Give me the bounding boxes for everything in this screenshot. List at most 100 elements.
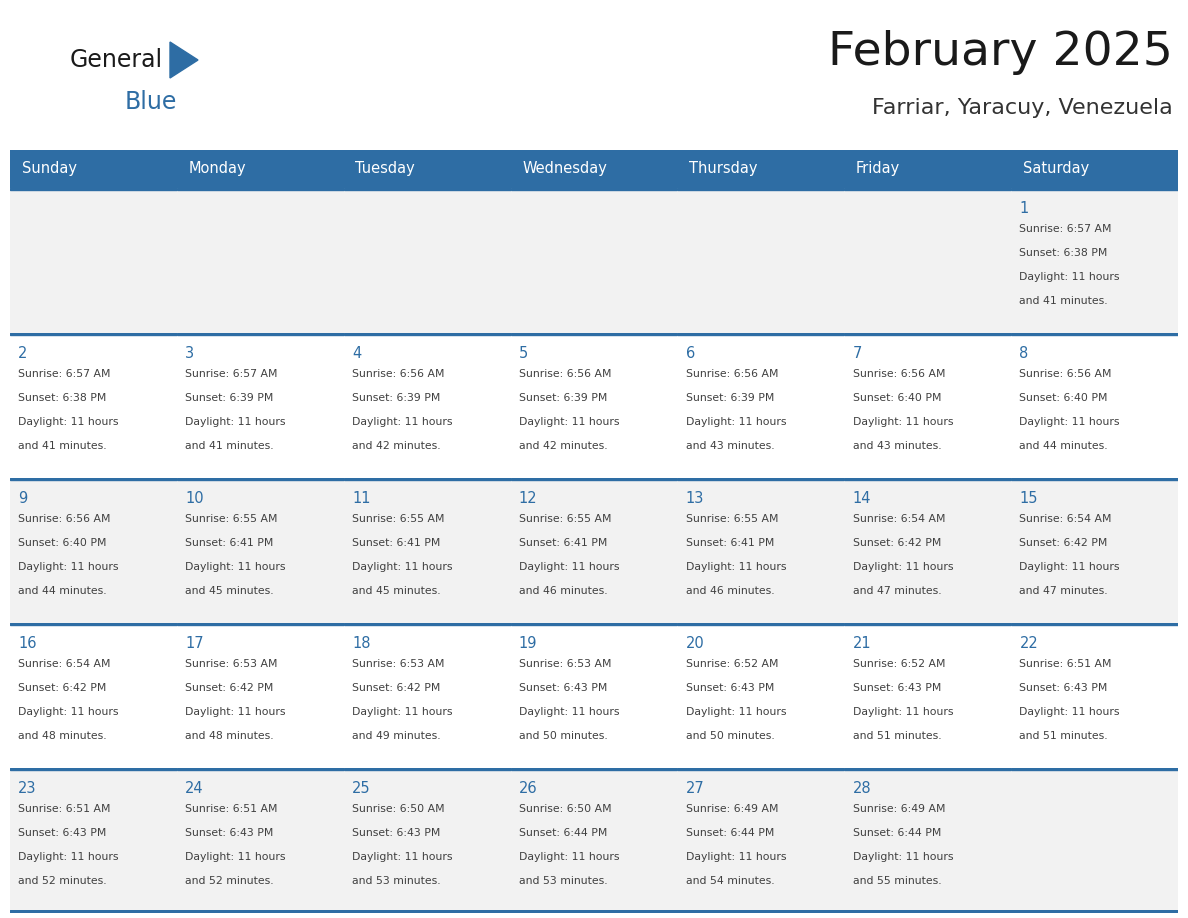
Text: 15: 15	[1019, 491, 1038, 506]
Text: 13: 13	[685, 491, 704, 506]
Text: 23: 23	[18, 781, 37, 796]
Text: Daylight: 11 hours: Daylight: 11 hours	[685, 852, 786, 862]
Text: Sunday: Sunday	[21, 162, 77, 176]
Text: 28: 28	[853, 781, 871, 796]
Text: Sunrise: 6:57 AM: Sunrise: 6:57 AM	[18, 369, 110, 379]
Text: 5: 5	[519, 346, 529, 361]
Text: and 55 minutes.: and 55 minutes.	[853, 876, 941, 886]
Text: and 52 minutes.: and 52 minutes.	[18, 876, 107, 886]
Bar	[343, 333, 511, 335]
Text: Sunrise: 6:55 AM: Sunrise: 6:55 AM	[519, 514, 612, 524]
Bar	[511, 478, 677, 480]
Text: Sunset: 6:42 PM: Sunset: 6:42 PM	[853, 538, 941, 548]
Text: Sunrise: 6:55 AM: Sunrise: 6:55 AM	[685, 514, 778, 524]
Text: and 47 minutes.: and 47 minutes.	[1019, 586, 1108, 596]
Text: Sunrise: 6:55 AM: Sunrise: 6:55 AM	[185, 514, 278, 524]
Text: and 54 minutes.: and 54 minutes.	[685, 876, 775, 886]
Text: Sunset: 6:42 PM: Sunset: 6:42 PM	[185, 683, 273, 693]
Text: Sunrise: 6:56 AM: Sunrise: 6:56 AM	[1019, 369, 1112, 379]
Bar	[677, 188, 845, 190]
Text: Sunrise: 6:56 AM: Sunrise: 6:56 AM	[685, 369, 778, 379]
Text: and 43 minutes.: and 43 minutes.	[853, 441, 941, 451]
Bar	[10, 623, 177, 625]
Text: Sunset: 6:39 PM: Sunset: 6:39 PM	[352, 393, 441, 403]
Text: Daylight: 11 hours: Daylight: 11 hours	[352, 562, 453, 572]
Text: Sunset: 6:38 PM: Sunset: 6:38 PM	[1019, 248, 1108, 258]
Text: 25: 25	[352, 781, 371, 796]
Bar	[511, 188, 677, 190]
Text: and 53 minutes.: and 53 minutes.	[352, 876, 441, 886]
Text: and 46 minutes.: and 46 minutes.	[685, 586, 775, 596]
Text: 27: 27	[685, 781, 704, 796]
Text: Sunrise: 6:51 AM: Sunrise: 6:51 AM	[1019, 659, 1112, 669]
Text: Thursday: Thursday	[689, 162, 758, 176]
Text: Sunset: 6:41 PM: Sunset: 6:41 PM	[352, 538, 441, 548]
Text: 7: 7	[853, 346, 862, 361]
Bar	[1011, 188, 1178, 190]
Text: Daylight: 11 hours: Daylight: 11 hours	[1019, 272, 1120, 282]
Text: General: General	[70, 48, 163, 72]
Text: Daylight: 11 hours: Daylight: 11 hours	[352, 852, 453, 862]
Text: February 2025: February 2025	[828, 30, 1173, 75]
Text: Sunset: 6:42 PM: Sunset: 6:42 PM	[18, 683, 107, 693]
Text: Daylight: 11 hours: Daylight: 11 hours	[18, 562, 119, 572]
Text: Sunrise: 6:51 AM: Sunrise: 6:51 AM	[18, 804, 110, 814]
Text: Daylight: 11 hours: Daylight: 11 hours	[519, 562, 619, 572]
Text: Sunrise: 6:52 AM: Sunrise: 6:52 AM	[685, 659, 778, 669]
Text: Daylight: 11 hours: Daylight: 11 hours	[18, 707, 119, 717]
Text: and 45 minutes.: and 45 minutes.	[352, 586, 441, 596]
Bar	[10, 188, 177, 190]
Text: Sunrise: 6:54 AM: Sunrise: 6:54 AM	[1019, 514, 1112, 524]
Text: Sunset: 6:39 PM: Sunset: 6:39 PM	[519, 393, 607, 403]
Bar	[511, 623, 677, 625]
Text: Daylight: 11 hours: Daylight: 11 hours	[352, 707, 453, 717]
Text: Daylight: 11 hours: Daylight: 11 hours	[853, 852, 953, 862]
Text: Sunrise: 6:57 AM: Sunrise: 6:57 AM	[185, 369, 278, 379]
Text: 20: 20	[685, 636, 704, 651]
Bar	[177, 478, 343, 480]
Text: Sunrise: 6:53 AM: Sunrise: 6:53 AM	[185, 659, 278, 669]
Bar	[10, 768, 177, 770]
Text: Sunrise: 6:50 AM: Sunrise: 6:50 AM	[352, 804, 444, 814]
Text: Sunset: 6:41 PM: Sunset: 6:41 PM	[519, 538, 607, 548]
Text: Sunset: 6:41 PM: Sunset: 6:41 PM	[685, 538, 775, 548]
Text: Sunrise: 6:54 AM: Sunrise: 6:54 AM	[18, 659, 110, 669]
Bar	[1011, 478, 1178, 480]
Text: Sunrise: 6:56 AM: Sunrise: 6:56 AM	[352, 369, 444, 379]
Text: Daylight: 11 hours: Daylight: 11 hours	[352, 417, 453, 427]
Text: Sunrise: 6:49 AM: Sunrise: 6:49 AM	[853, 804, 946, 814]
Text: Sunset: 6:43 PM: Sunset: 6:43 PM	[352, 828, 441, 838]
Text: and 50 minutes.: and 50 minutes.	[685, 731, 775, 741]
Text: Daylight: 11 hours: Daylight: 11 hours	[1019, 417, 1120, 427]
Bar	[677, 623, 845, 625]
Text: Daylight: 11 hours: Daylight: 11 hours	[853, 562, 953, 572]
Text: Sunset: 6:43 PM: Sunset: 6:43 PM	[685, 683, 775, 693]
Text: and 49 minutes.: and 49 minutes.	[352, 731, 441, 741]
Text: 21: 21	[853, 636, 871, 651]
Text: Sunrise: 6:53 AM: Sunrise: 6:53 AM	[352, 659, 444, 669]
Text: Daylight: 11 hours: Daylight: 11 hours	[1019, 707, 1120, 717]
Text: Wednesday: Wednesday	[523, 162, 607, 176]
Text: Sunset: 6:44 PM: Sunset: 6:44 PM	[685, 828, 775, 838]
Bar	[677, 333, 845, 335]
Text: Sunset: 6:40 PM: Sunset: 6:40 PM	[1019, 393, 1108, 403]
Text: Sunrise: 6:56 AM: Sunrise: 6:56 AM	[18, 514, 110, 524]
Text: Sunset: 6:42 PM: Sunset: 6:42 PM	[1019, 538, 1108, 548]
Text: and 47 minutes.: and 47 minutes.	[853, 586, 941, 596]
Bar	[177, 768, 343, 770]
Text: 22: 22	[1019, 636, 1038, 651]
Text: Sunrise: 6:50 AM: Sunrise: 6:50 AM	[519, 804, 612, 814]
Text: Sunset: 6:39 PM: Sunset: 6:39 PM	[685, 393, 775, 403]
Text: Daylight: 11 hours: Daylight: 11 hours	[18, 417, 119, 427]
Bar	[177, 333, 343, 335]
Text: Daylight: 11 hours: Daylight: 11 hours	[185, 417, 285, 427]
Text: and 42 minutes.: and 42 minutes.	[519, 441, 607, 451]
Text: Sunset: 6:44 PM: Sunset: 6:44 PM	[519, 828, 607, 838]
Bar	[10, 478, 177, 480]
Text: 4: 4	[352, 346, 361, 361]
Text: and 46 minutes.: and 46 minutes.	[519, 586, 607, 596]
Text: Daylight: 11 hours: Daylight: 11 hours	[853, 417, 953, 427]
Text: Sunrise: 6:56 AM: Sunrise: 6:56 AM	[853, 369, 946, 379]
Text: and 44 minutes.: and 44 minutes.	[1019, 441, 1108, 451]
Text: and 52 minutes.: and 52 minutes.	[185, 876, 273, 886]
